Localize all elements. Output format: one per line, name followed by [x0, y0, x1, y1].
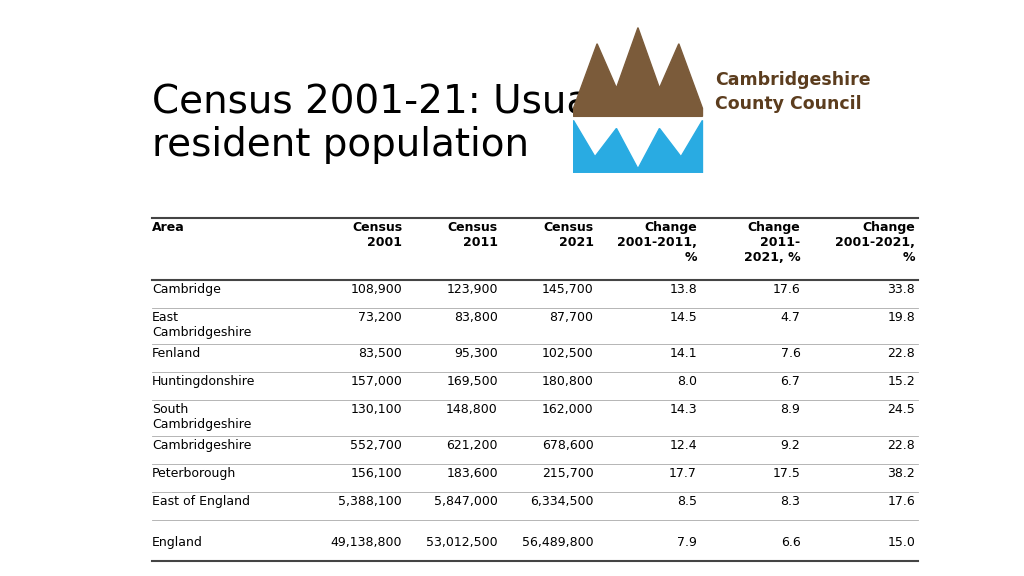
Polygon shape — [573, 28, 702, 116]
Text: 56,489,800: 56,489,800 — [522, 536, 594, 549]
Text: Census
2021: Census 2021 — [544, 221, 594, 249]
Text: 5,847,000: 5,847,000 — [434, 495, 498, 509]
Text: Change
2011-
2021, %: Change 2011- 2021, % — [743, 221, 801, 264]
Text: 17.6: 17.6 — [773, 283, 801, 296]
Text: Peterborough: Peterborough — [152, 467, 237, 480]
Text: 95,300: 95,300 — [454, 347, 498, 360]
Text: 102,500: 102,500 — [542, 347, 594, 360]
Text: 49,138,800: 49,138,800 — [331, 536, 402, 549]
Text: 14.3: 14.3 — [670, 403, 697, 416]
Text: 8.9: 8.9 — [780, 403, 801, 416]
Text: 13.8: 13.8 — [670, 283, 697, 296]
Text: Census
2011: Census 2011 — [447, 221, 498, 249]
Text: 7.6: 7.6 — [780, 347, 801, 360]
Text: 53,012,500: 53,012,500 — [426, 536, 498, 549]
Text: Cambridgeshire: Cambridgeshire — [152, 439, 251, 453]
Text: 38.2: 38.2 — [888, 467, 915, 480]
Text: 19.8: 19.8 — [888, 311, 915, 324]
Text: England: England — [152, 536, 203, 549]
Text: Cambridgeshire
County Council: Cambridgeshire County Council — [716, 71, 871, 113]
Text: 180,800: 180,800 — [542, 375, 594, 388]
Text: 183,600: 183,600 — [446, 467, 498, 480]
Text: 621,200: 621,200 — [446, 439, 498, 453]
Text: 162,000: 162,000 — [542, 403, 594, 416]
Text: 33.8: 33.8 — [888, 283, 915, 296]
Text: 8.3: 8.3 — [780, 495, 801, 509]
Text: 17.7: 17.7 — [669, 467, 697, 480]
Text: 215,700: 215,700 — [542, 467, 594, 480]
Text: 678,600: 678,600 — [542, 439, 594, 453]
Text: 12.4: 12.4 — [670, 439, 697, 453]
Text: Area: Area — [152, 221, 184, 234]
Polygon shape — [573, 120, 702, 173]
Text: South
Cambridgeshire: South Cambridgeshire — [152, 403, 251, 431]
Text: 83,800: 83,800 — [454, 311, 498, 324]
Text: Census
2001: Census 2001 — [352, 221, 402, 249]
Text: 108,900: 108,900 — [350, 283, 402, 296]
Text: 87,700: 87,700 — [550, 311, 594, 324]
Text: 15.2: 15.2 — [888, 375, 915, 388]
Text: 17.5: 17.5 — [772, 467, 801, 480]
Text: 169,500: 169,500 — [446, 375, 498, 388]
Text: 552,700: 552,700 — [350, 439, 402, 453]
Text: 5,388,100: 5,388,100 — [338, 495, 402, 509]
Text: 8.5: 8.5 — [677, 495, 697, 509]
Text: 24.5: 24.5 — [888, 403, 915, 416]
Text: 148,800: 148,800 — [446, 403, 498, 416]
Text: 83,500: 83,500 — [358, 347, 402, 360]
Text: 8.0: 8.0 — [677, 375, 697, 388]
Text: 22.8: 22.8 — [888, 347, 915, 360]
Text: 4.7: 4.7 — [780, 311, 801, 324]
Text: 130,100: 130,100 — [350, 403, 402, 416]
Text: Census 2001-21: Usual
resident population: Census 2001-21: Usual resident populatio… — [152, 82, 601, 164]
Text: Cambridge: Cambridge — [152, 283, 221, 296]
Text: 157,000: 157,000 — [350, 375, 402, 388]
Text: 6,334,500: 6,334,500 — [530, 495, 594, 509]
Text: 73,200: 73,200 — [358, 311, 402, 324]
Text: 123,900: 123,900 — [446, 283, 498, 296]
Text: 9.2: 9.2 — [780, 439, 801, 453]
Text: 145,700: 145,700 — [542, 283, 594, 296]
Text: 6.7: 6.7 — [780, 375, 801, 388]
Text: East
Cambridgeshire: East Cambridgeshire — [152, 311, 251, 339]
Text: Change
2001-2011,
%: Change 2001-2011, % — [617, 221, 697, 264]
Text: 6.6: 6.6 — [780, 536, 801, 549]
Text: Fenland: Fenland — [152, 347, 201, 360]
Text: 17.6: 17.6 — [888, 495, 915, 509]
Text: 15.0: 15.0 — [888, 536, 915, 549]
Text: 14.1: 14.1 — [670, 347, 697, 360]
Text: 14.5: 14.5 — [670, 311, 697, 324]
Text: 7.9: 7.9 — [677, 536, 697, 549]
Text: 22.8: 22.8 — [888, 439, 915, 453]
Text: Huntingdonshire: Huntingdonshire — [152, 375, 255, 388]
Text: 156,100: 156,100 — [350, 467, 402, 480]
Text: Change
2001-2021,
%: Change 2001-2021, % — [836, 221, 915, 264]
Text: East of England: East of England — [152, 495, 250, 509]
